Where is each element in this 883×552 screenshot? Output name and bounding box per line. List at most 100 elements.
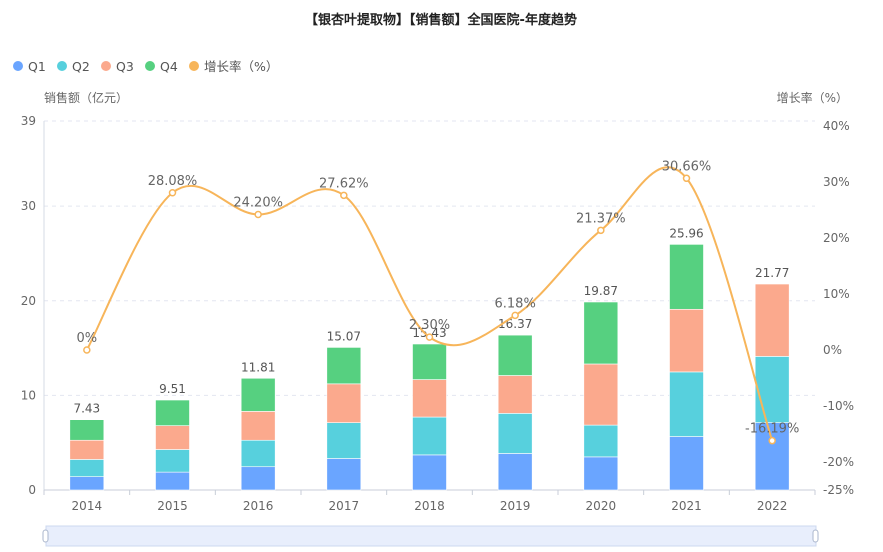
growth-point[interactable] xyxy=(682,174,691,183)
growth-label: 27.62% xyxy=(319,176,369,191)
bar-q2[interactable] xyxy=(69,459,105,477)
bar-q3[interactable] xyxy=(669,308,704,373)
growth-point[interactable] xyxy=(597,226,605,235)
bar-q2[interactable] xyxy=(240,439,276,468)
bar-total-label: 11.81 xyxy=(241,360,275,374)
y-tick-label: 0 xyxy=(28,483,36,497)
bar-q2[interactable] xyxy=(583,424,619,458)
growth-point[interactable] xyxy=(168,189,177,197)
growth-line: 0% 28.08% 24.20% 27.62% 2.30% 6.18% 21.37% 30.6… xyxy=(77,159,799,445)
bar-q3[interactable] xyxy=(583,363,619,426)
bar-q1[interactable] xyxy=(155,471,190,491)
bar-q3[interactable] xyxy=(412,379,447,418)
bar-q3[interactable] xyxy=(240,411,276,441)
chart-title: 【银杏叶提取物】【销售额】全国医院-年度趋势 xyxy=(305,12,577,28)
legend-marker xyxy=(101,61,111,71)
bar-q4[interactable] xyxy=(669,244,704,310)
data-zoom-track[interactable] xyxy=(45,525,817,547)
bars xyxy=(69,244,790,491)
legend: Q1 Q2 Q3 Q4 增长率（%） xyxy=(13,59,278,74)
bar-q1[interactable] xyxy=(754,422,790,491)
bar-q2[interactable] xyxy=(155,449,190,473)
bar-q2[interactable] xyxy=(326,422,362,459)
bar-total-label: 21.77 xyxy=(755,266,789,280)
bar-q2[interactable] xyxy=(412,416,447,456)
growth-point[interactable] xyxy=(340,191,348,200)
growth-label: 21.37% xyxy=(576,211,626,226)
legend-item-4[interactable]: Q4 xyxy=(145,59,178,74)
y2-axis: -25% -20% -10% 0% 10% 20% 30% 40% xyxy=(823,119,854,497)
growth-label: 30.66% xyxy=(662,159,712,174)
growth-label: 6.18% xyxy=(495,296,536,311)
y2-tick-label: 40% xyxy=(823,119,850,133)
y2-tick-label: -20% xyxy=(823,455,854,469)
legend-item-3[interactable]: Q3 xyxy=(101,59,134,74)
y2-tick-label: 30% xyxy=(823,175,850,189)
legend-item-1[interactable]: Q1 xyxy=(13,59,46,74)
bar-q3[interactable] xyxy=(497,375,533,414)
y-tick-label: 10 xyxy=(21,388,36,402)
y-tick-label: 39 xyxy=(21,114,36,128)
data-zoom-handle-right[interactable] xyxy=(812,529,819,543)
y2-axis-name: 增长率（%） xyxy=(777,90,848,105)
bar-q2[interactable] xyxy=(497,413,533,454)
legend-item-5[interactable]: 增长率（%） xyxy=(189,59,278,74)
legend-item-2[interactable]: Q2 xyxy=(57,59,90,74)
bar-q4[interactable] xyxy=(155,399,190,426)
bar-stack-2021 xyxy=(669,244,704,491)
x-tick-label: 2016 xyxy=(243,499,274,513)
data-zoom-slider[interactable] xyxy=(42,525,819,547)
legend-label: 增长率（%） xyxy=(204,59,278,74)
x-tick-label: 2020 xyxy=(586,499,617,513)
x-tick-label: 2021 xyxy=(671,499,702,513)
bar-q2[interactable] xyxy=(669,371,704,437)
bar-q1[interactable] xyxy=(583,456,619,491)
x-tick-label: 2018 xyxy=(414,499,445,513)
bar-q1[interactable] xyxy=(412,454,447,491)
bar-q1[interactable] xyxy=(669,436,704,491)
x-tick-label: 2017 xyxy=(329,499,360,513)
bar-q1[interactable] xyxy=(69,476,105,491)
growth-label: 28.08% xyxy=(148,174,198,189)
growth-label: 24.20% xyxy=(233,195,283,210)
legend-marker xyxy=(145,61,155,71)
bar-q3[interactable] xyxy=(155,425,190,450)
bar-total-label: 9.51 xyxy=(159,382,186,396)
bar-q1[interactable] xyxy=(326,458,362,491)
bar-total-label: 25.96 xyxy=(669,226,703,240)
bar-q4[interactable] xyxy=(69,419,105,441)
bar-stack-2018 xyxy=(412,343,447,491)
bar-q2[interactable] xyxy=(754,356,790,423)
x-axis: 2014 2015 2016 2017 2018 2019 2020 2021 2022 xyxy=(43,489,816,513)
y2-tick-label: 0% xyxy=(823,343,842,357)
x-tick-label: 2015 xyxy=(157,499,188,513)
bar-q4[interactable] xyxy=(497,334,533,376)
bar-q4[interactable] xyxy=(326,347,362,385)
y-tick-label: 30 xyxy=(21,199,36,213)
bar-q3[interactable] xyxy=(326,383,362,423)
growth-point[interactable] xyxy=(425,333,434,341)
y-axis: 0 10 20 30 39 xyxy=(21,114,45,497)
legend-marker xyxy=(13,61,23,71)
bar-q4[interactable] xyxy=(240,377,276,412)
growth-label: 2.30% xyxy=(409,318,450,333)
legend-marker xyxy=(189,61,199,71)
growth-point[interactable] xyxy=(254,210,262,219)
bar-stack-2022 xyxy=(754,283,790,491)
bar-q1[interactable] xyxy=(240,466,276,491)
bar-q4[interactable] xyxy=(412,343,447,380)
x-tick-label: 2019 xyxy=(500,499,531,513)
bar-q3[interactable] xyxy=(754,283,790,357)
growth-point[interactable] xyxy=(768,436,776,445)
growth-point[interactable] xyxy=(83,346,91,354)
legend-marker xyxy=(57,61,67,71)
bar-q1[interactable] xyxy=(497,453,533,491)
data-zoom-handle-left[interactable] xyxy=(42,529,49,543)
bar-q4[interactable] xyxy=(583,301,619,365)
bar-total-label: 7.43 xyxy=(73,402,100,416)
bar-stack-2015 xyxy=(155,399,190,491)
bar-q3[interactable] xyxy=(69,439,105,460)
growth-point[interactable] xyxy=(511,311,519,320)
